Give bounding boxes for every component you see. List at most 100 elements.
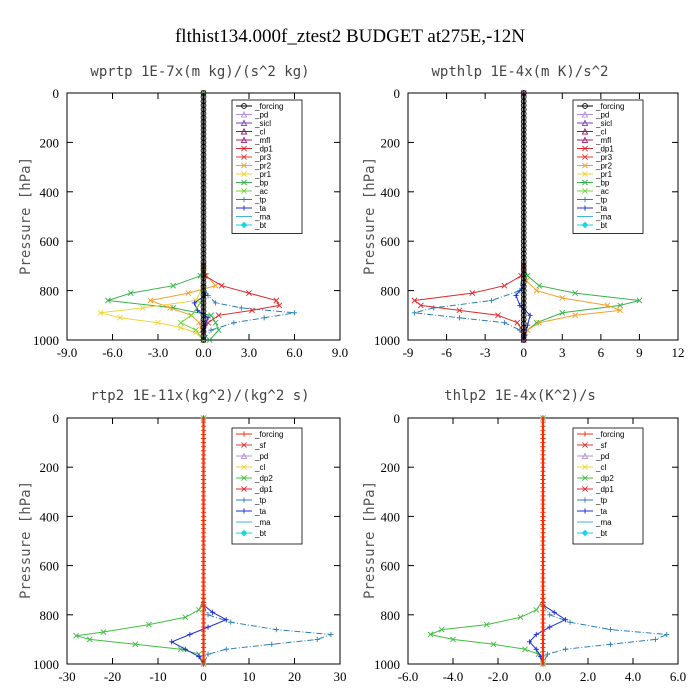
- x-tick-label: 6.0: [670, 669, 686, 684]
- data-point-forcing: [200, 139, 207, 146]
- y-axis-label: Pressure [hPa]: [18, 481, 34, 599]
- data-point-forcing: [520, 114, 527, 121]
- data-point-forcing: [200, 201, 207, 208]
- data-point-forcing: [200, 279, 207, 286]
- data-point-forcing: [200, 90, 207, 96]
- y-tick-label: 200: [381, 460, 401, 475]
- legend-marker: [241, 442, 247, 448]
- data-point-dp2: [533, 606, 540, 613]
- data-point-pr2: [572, 312, 579, 319]
- data-point-dp1: [246, 290, 252, 296]
- data-point-pr1: [97, 309, 104, 316]
- y-tick-label: 0: [53, 86, 60, 101]
- data-point-forcing: [200, 143, 207, 150]
- legend-marker: [241, 162, 247, 169]
- data-point-ta: [223, 617, 229, 623]
- legend-entry: _forcing: [595, 102, 624, 111]
- data-point-forcing: [520, 291, 527, 298]
- data-point-pr2: [185, 290, 192, 296]
- data-point-ac: [177, 319, 184, 326]
- legend-marker: [582, 196, 588, 203]
- legend-entry: _sf: [254, 441, 266, 450]
- data-point-forcing: [540, 661, 546, 667]
- data-point-forcing: [520, 127, 527, 133]
- data-point-forcing: [200, 337, 207, 343]
- legend-box: [572, 99, 644, 234]
- legend-marker: [582, 162, 588, 169]
- y-tick-label: 800: [381, 284, 401, 299]
- legend-entry: _sicl: [595, 119, 612, 128]
- data-point-bp: [572, 290, 579, 296]
- data-point-ta: [210, 609, 216, 615]
- data-point-forcing: [520, 110, 527, 117]
- data-point-dp2: [86, 636, 93, 643]
- data-point-tp: [314, 636, 320, 642]
- legend-entry: _tp: [595, 196, 608, 205]
- legend-marker: [582, 486, 588, 492]
- data-point-forcing: [520, 275, 527, 282]
- data-point-forcing: [520, 98, 527, 105]
- y-tick-label: 600: [381, 234, 401, 249]
- y-axis-label: Pressure [hPa]: [362, 481, 378, 599]
- data-point-ta: [513, 292, 519, 299]
- y-tick-label: 1000: [374, 657, 400, 672]
- x-tick-label: 20: [288, 669, 301, 684]
- panel-thlp2: thlp2 1E-4x(K^2)/s Pressure [hPa] -6.0 -4…: [362, 388, 686, 684]
- y-tick-label: 1000: [33, 333, 59, 348]
- data-point-bp: [559, 309, 566, 316]
- data-point-forcing: [200, 246, 207, 253]
- data-point-ac: [192, 327, 199, 334]
- data-point-dp1: [417, 302, 424, 309]
- data-point-pr2: [617, 307, 624, 314]
- legend-marker: [241, 188, 247, 194]
- data-point-forcing: [520, 94, 527, 100]
- legend-entry: _forcing: [595, 430, 624, 439]
- data-point-forcing: [200, 312, 207, 319]
- data-point-pr2: [212, 282, 219, 289]
- data-point-forcing: [200, 164, 207, 170]
- data-point-dp2: [73, 632, 80, 639]
- data-point-dp2: [196, 606, 202, 613]
- x-tick-label: 2.0: [580, 669, 596, 684]
- x-tick-label: 0.0: [535, 669, 551, 684]
- data-point-tp: [562, 646, 569, 652]
- data-point-forcing: [200, 172, 207, 179]
- legend-entry: _dp1: [595, 145, 614, 154]
- data-point-tp: [223, 646, 229, 652]
- legend-entry: _sf: [595, 441, 607, 450]
- data-point-forcing: [200, 188, 207, 195]
- legend-marker: [582, 171, 588, 177]
- data-point-forcing: [200, 160, 207, 166]
- legend-marker: [241, 475, 247, 481]
- data-point-bp: [170, 282, 177, 289]
- x-tick-label: -4.0: [443, 669, 464, 684]
- legend-entry: _mfl: [595, 136, 611, 145]
- data-point-forcing: [200, 205, 207, 212]
- data-point-tp: [261, 315, 267, 321]
- data-point-tp: [328, 631, 334, 638]
- legend-entry: _cl: [595, 128, 606, 137]
- data-point-tp: [208, 327, 214, 333]
- data-point-forcing: [200, 197, 207, 203]
- legend-marker: [581, 119, 589, 127]
- data-point-forcing: [520, 188, 527, 195]
- data-point-forcing: [520, 205, 527, 212]
- data-point-forcing: [520, 333, 527, 339]
- legend-marker: [582, 475, 588, 481]
- data-point-forcing: [200, 98, 207, 105]
- data-point-tp: [607, 641, 614, 647]
- data-point-tp: [547, 612, 553, 618]
- legend-box: [231, 99, 303, 234]
- data-point-dp1: [273, 297, 280, 304]
- data-point-tp: [269, 641, 275, 647]
- legend-entry: _bt: [254, 529, 267, 538]
- data-point-tp: [205, 612, 211, 618]
- data-point-forcing: [520, 300, 527, 306]
- legend-box: [231, 427, 303, 545]
- data-point-forcing: [200, 304, 207, 310]
- data-point-forcing: [200, 308, 207, 315]
- data-point-tp: [456, 315, 463, 321]
- y-tick-label: 400: [40, 185, 60, 200]
- data-point-dp2: [517, 614, 524, 621]
- data-point-forcing: [520, 176, 527, 183]
